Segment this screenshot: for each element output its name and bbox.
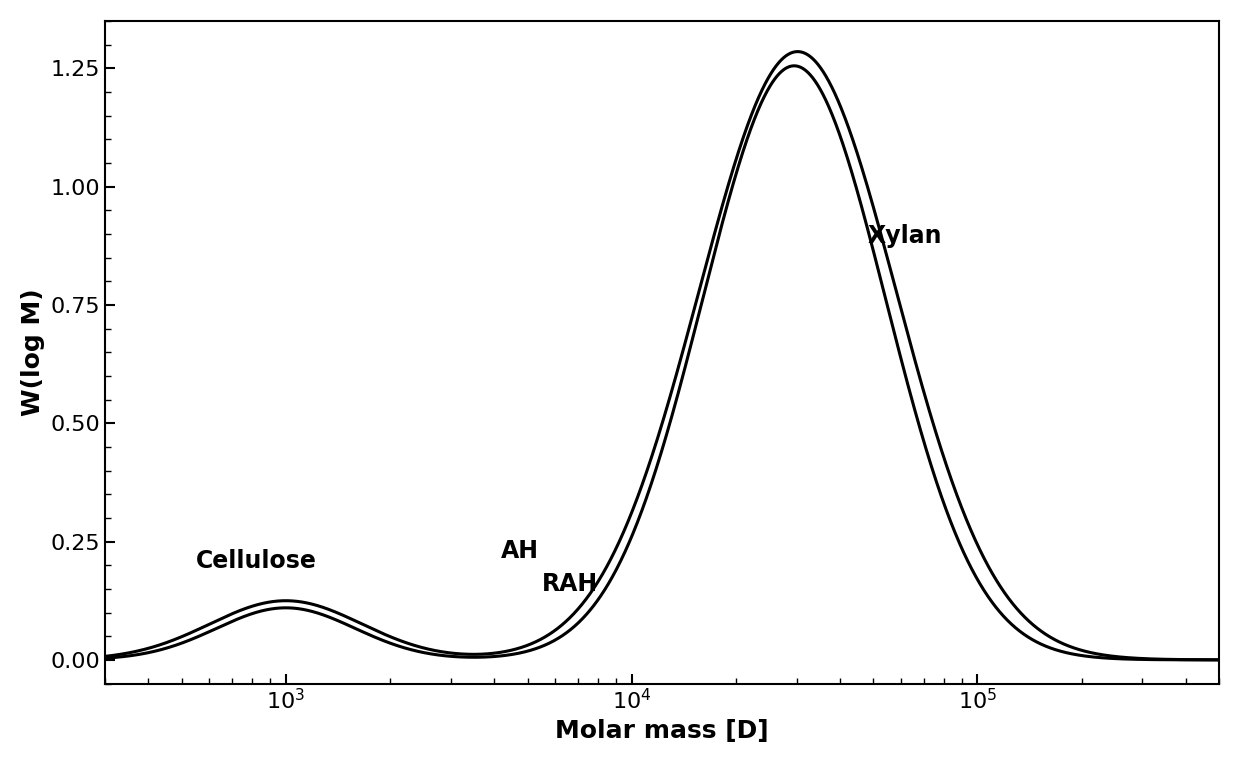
- X-axis label: Molar mass [D]: Molar mass [D]: [556, 719, 769, 743]
- Text: Cellulose: Cellulose: [196, 549, 317, 572]
- Text: Xylan: Xylan: [867, 225, 941, 248]
- Text: AH: AH: [501, 539, 539, 563]
- Text: RAH: RAH: [542, 572, 598, 596]
- Y-axis label: W(log M): W(log M): [21, 288, 45, 416]
